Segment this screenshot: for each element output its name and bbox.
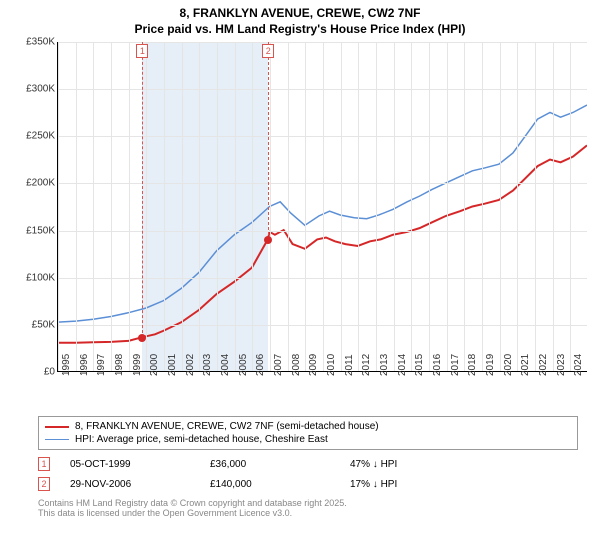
marker-line — [268, 42, 269, 240]
transaction-price: £140,000 — [210, 479, 330, 490]
gridline-v — [570, 42, 571, 371]
gridline-v — [93, 42, 94, 371]
x-axis-label: 1996 — [79, 354, 90, 376]
gridline-v — [288, 42, 289, 371]
y-axis-label: £150K — [26, 225, 55, 236]
x-axis-label: 2007 — [273, 354, 284, 376]
x-axis-label: 2016 — [432, 354, 443, 376]
x-axis-label: 2003 — [202, 354, 213, 376]
x-axis-label: 2001 — [167, 354, 178, 376]
marker-box: 1 — [136, 44, 148, 58]
transaction-row: 1 05-OCT-1999 £36,000 47% ↓ HPI — [38, 454, 600, 474]
transaction-marker: 1 — [38, 457, 50, 471]
gridline-v — [199, 42, 200, 371]
footer-line1: Contains HM Land Registry data © Crown c… — [38, 498, 600, 508]
x-axis-label: 2000 — [149, 354, 160, 376]
x-axis-label: 2018 — [467, 354, 478, 376]
y-axis-label: £50K — [32, 319, 55, 330]
x-axis-label: 2024 — [573, 354, 584, 376]
gridline-v — [500, 42, 501, 371]
transaction-hpi-delta: 17% ↓ HPI — [350, 479, 470, 490]
x-axis-label: 2002 — [185, 354, 196, 376]
gridline-v — [270, 42, 271, 371]
x-axis-label: 2015 — [414, 354, 425, 376]
gridline-v — [411, 42, 412, 371]
transaction-hpi-delta: 47% ↓ HPI — [350, 459, 470, 470]
legend-item: HPI: Average price, semi-detached house,… — [45, 433, 571, 446]
footer-attribution: Contains HM Land Registry data © Crown c… — [38, 498, 600, 518]
chart-area: 12 £0£50K£100K£150K£200K£250K£300K£350K1… — [25, 42, 595, 412]
gridline-v — [358, 42, 359, 371]
gridline-v — [217, 42, 218, 371]
plot-region: 12 — [57, 42, 587, 372]
marker-line — [142, 42, 143, 338]
transaction-row: 2 29-NOV-2006 £140,000 17% ↓ HPI — [38, 474, 600, 494]
y-axis-label: £350K — [26, 37, 55, 48]
chart-title: 8, FRANKLYN AVENUE, CREWE, CW2 7NF — [0, 0, 600, 22]
x-axis-label: 2009 — [308, 354, 319, 376]
transaction-price: £36,000 — [210, 459, 330, 470]
x-axis-label: 2020 — [503, 354, 514, 376]
chart-subtitle: Price paid vs. HM Land Registry's House … — [0, 22, 600, 42]
y-axis-label: £300K — [26, 84, 55, 95]
gridline-v — [111, 42, 112, 371]
x-axis-label: 2010 — [326, 354, 337, 376]
legend-label: HPI: Average price, semi-detached house,… — [75, 434, 328, 445]
x-axis-label: 2019 — [485, 354, 496, 376]
gridline-v — [182, 42, 183, 371]
y-axis-label: £250K — [26, 131, 55, 142]
x-axis-label: 2012 — [361, 354, 372, 376]
marker-dot — [138, 334, 146, 342]
legend-swatch — [45, 426, 69, 428]
x-axis-label: 1999 — [132, 354, 143, 376]
x-axis-label: 2011 — [344, 354, 355, 376]
footer-line2: This data is licensed under the Open Gov… — [38, 508, 600, 518]
transaction-date: 05-OCT-1999 — [70, 459, 190, 470]
gridline-v — [464, 42, 465, 371]
gridline-v — [341, 42, 342, 371]
gridline-v — [235, 42, 236, 371]
x-axis-label: 1997 — [96, 354, 107, 376]
x-axis-label: 1998 — [114, 354, 125, 376]
gridline-v — [323, 42, 324, 371]
x-axis-label: 2014 — [397, 354, 408, 376]
gridline-v — [252, 42, 253, 371]
gridline-v — [146, 42, 147, 371]
x-axis-label: 2021 — [520, 354, 531, 376]
legend-label: 8, FRANKLYN AVENUE, CREWE, CW2 7NF (semi… — [75, 421, 379, 432]
legend-swatch — [45, 439, 69, 440]
x-axis-label: 2004 — [220, 354, 231, 376]
transaction-marker: 2 — [38, 477, 50, 491]
x-axis-label: 2008 — [291, 354, 302, 376]
x-axis-label: 2022 — [538, 354, 549, 376]
gridline-v — [447, 42, 448, 371]
gridline-v — [164, 42, 165, 371]
gridline-v — [129, 42, 130, 371]
x-axis-label: 2023 — [556, 354, 567, 376]
gridline-v — [376, 42, 377, 371]
gridline-v — [305, 42, 306, 371]
y-axis-label: £100K — [26, 272, 55, 283]
y-axis-label: £0 — [44, 367, 55, 378]
transaction-rows: 1 05-OCT-1999 £36,000 47% ↓ HPI 2 29-NOV-2006… — [38, 454, 600, 494]
gridline-v — [482, 42, 483, 371]
x-axis-label: 2017 — [450, 354, 461, 376]
x-axis-label: 2006 — [255, 354, 266, 376]
transaction-date: 29-NOV-2006 — [70, 479, 190, 490]
gridline-v — [535, 42, 536, 371]
gridline-v — [517, 42, 518, 371]
marker-dot — [264, 236, 272, 244]
y-axis-label: £200K — [26, 178, 55, 189]
gridline-v — [394, 42, 395, 371]
x-axis-label: 1995 — [61, 354, 72, 376]
marker-box: 2 — [262, 44, 274, 58]
gridline-v — [76, 42, 77, 371]
x-axis-label: 2013 — [379, 354, 390, 376]
gridline-v — [429, 42, 430, 371]
legend: 8, FRANKLYN AVENUE, CREWE, CW2 7NF (semi… — [38, 416, 578, 450]
legend-item: 8, FRANKLYN AVENUE, CREWE, CW2 7NF (semi… — [45, 420, 571, 433]
x-axis-label: 2005 — [238, 354, 249, 376]
gridline-v — [553, 42, 554, 371]
gridline-v — [58, 42, 59, 371]
